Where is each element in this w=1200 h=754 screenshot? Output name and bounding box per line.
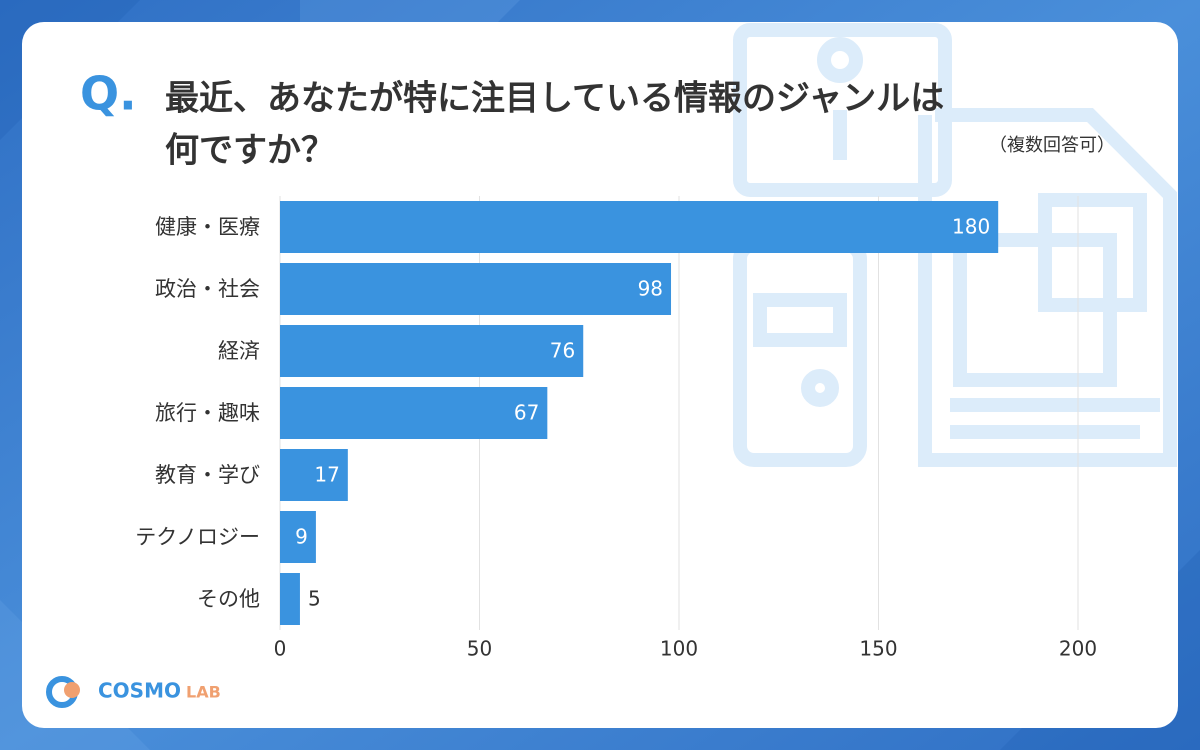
bar [280,573,300,625]
value-label: 180 [952,215,990,239]
y-tick-label: 健康・医療 [155,215,260,239]
logo: COSMO LAB [46,676,221,708]
title-prefix: Q. [80,67,137,121]
value-label: 98 [638,277,663,301]
value-label: 9 [295,525,308,549]
value-label: 76 [550,339,575,363]
y-tick-label: その他 [197,587,260,611]
bar [280,263,672,315]
y-tick-label: 経済 [218,339,260,363]
x-tick-label: 0 [274,637,287,661]
bar [280,201,999,253]
value-label: 17 [314,463,339,487]
logo-text: LAB [186,683,221,702]
logo-icon [64,682,80,698]
y-tick-label: テクノロジー [135,525,260,549]
value-label: 67 [514,401,539,425]
value-label: 5 [308,587,321,611]
bar [280,325,584,377]
background-icons [733,23,1177,467]
subtitle: （複数回答可） [989,135,1115,156]
y-tick-label: 教育・学び [155,463,260,487]
x-tick-label: 100 [660,637,698,661]
x-tick-label: 150 [859,637,897,661]
bar [280,511,316,563]
chart-title: 最近、あなたが特に注目している情報のジャンルは [165,79,944,119]
x-tick-label: 200 [1059,637,1097,661]
y-tick-label: 旅行・趣味 [155,401,260,425]
chart-title: 何ですか？ [165,131,335,171]
bar [280,387,548,439]
x-tick-label: 50 [467,637,492,661]
bar [280,449,348,501]
y-tick-label: 政治・社会 [155,277,260,301]
logo-text: COSMO [98,679,181,703]
